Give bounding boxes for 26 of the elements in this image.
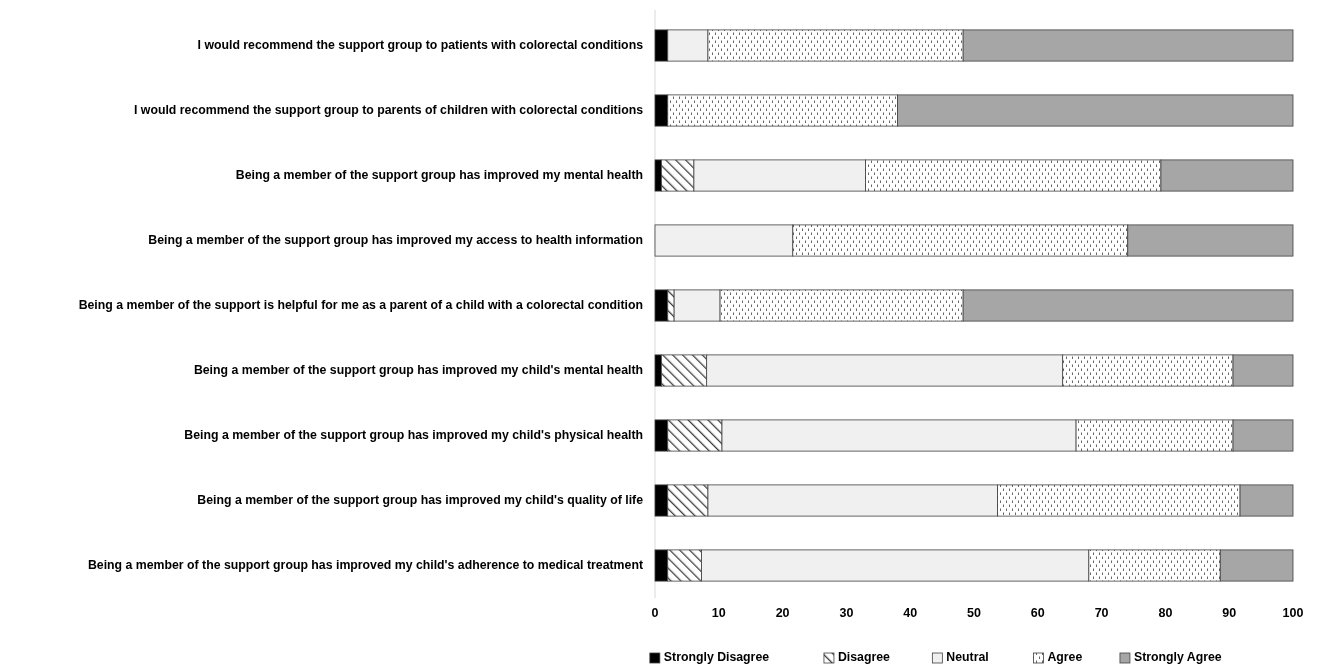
x-tick-label: 10 [711, 606, 726, 620]
x-tick-label: 20 [775, 606, 790, 620]
x-tick-label: 40 [903, 606, 918, 620]
y-tick-label: Being a member of the support is helpful for me as a parent of a child with a colorectal condition [78, 297, 643, 312]
y-tick-label: Being a member of the support group has improved my child's mental health [193, 362, 643, 377]
y-tick-label: Being a member of the support group has improved my child's adherence to medical treatment [87, 557, 643, 572]
legend-label: Agree [1047, 650, 1083, 665]
y-tick-label: Being a member of the support group has improved my access to health information [148, 232, 643, 247]
y-tick-label: Being a member of the support group has improved my child's quality of life [197, 492, 644, 507]
x-tick-label: 50 [967, 606, 981, 620]
bar [654, 289, 669, 322]
legend-label: Strongly Disagree [663, 650, 770, 665]
y-tick-label: Being a member of the support group has improved my child's physical health [184, 427, 643, 442]
x-tick-label: 60 [1030, 606, 1045, 620]
x-tick-label: 90 [1222, 606, 1237, 620]
y-tick-label: I would recommend the support group to parents of children with colorectal conditions [134, 102, 644, 117]
x-tick-label: 0 [651, 606, 659, 620]
x-tick-label: 100 [1282, 606, 1304, 620]
y-tick-label: Being a member of the support group has improved my mental health [235, 167, 643, 182]
x-tick-label: 80 [1158, 606, 1173, 620]
y-tick-label: I would recommend the support group to patients with colorectal conditions [197, 37, 644, 52]
legend-label: Disagree [837, 650, 891, 665]
x-tick-label: 30 [839, 606, 854, 620]
x-tick-label: 70 [1094, 606, 1109, 620]
legend-label: Strongly Agree [1133, 650, 1222, 665]
legend-label: Neutral [946, 650, 989, 665]
